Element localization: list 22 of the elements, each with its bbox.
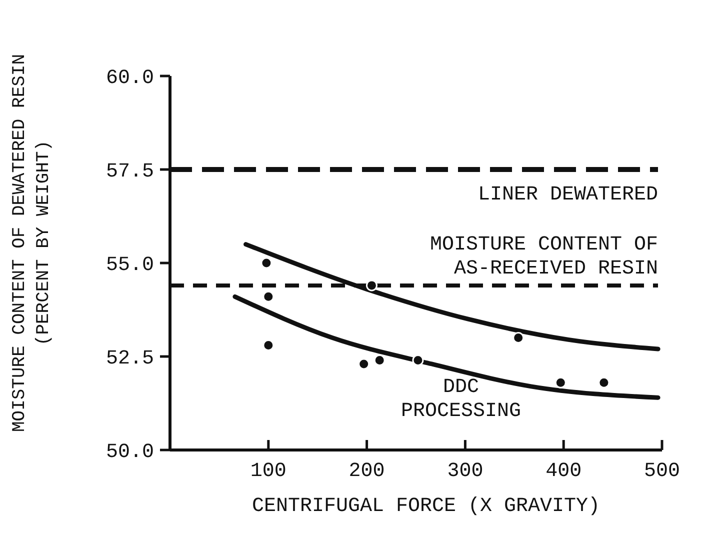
x-tick-label: 100 <box>250 460 286 483</box>
point <box>598 376 610 388</box>
line-series <box>232 294 660 400</box>
y-tick-label: 60.0 <box>106 67 154 90</box>
x-tick-label: 500 <box>644 460 680 483</box>
x-tick-label: 200 <box>348 460 385 483</box>
point <box>358 358 370 370</box>
y-tick-label: 55.0 <box>106 254 154 277</box>
point <box>260 257 272 269</box>
y-tick-label: 52.5 <box>106 348 154 370</box>
ref-line-label: LINER DEWATERED <box>478 184 658 206</box>
point <box>554 376 566 388</box>
point <box>366 280 378 292</box>
ref-line-label: MOISTURE CONTENT OF AS-RECEIVED RESIN <box>430 233 658 280</box>
y-tick-label: 50.0 <box>106 441 154 464</box>
annotation: DDC PROCESSING <box>400 376 522 423</box>
y-axis-title: MOISTURE CONTENT OF DEWATERED RESIN (PERCENT BY WEIGHT) <box>10 54 54 432</box>
point <box>262 290 274 302</box>
x-tick-label: 400 <box>546 460 582 483</box>
y-tick-label: 57.5 <box>106 160 154 184</box>
x-axis-title: CENTRIFUGAL FORCE (X GRAVITY) <box>252 495 600 518</box>
x-tick-label: 300 <box>447 460 484 483</box>
